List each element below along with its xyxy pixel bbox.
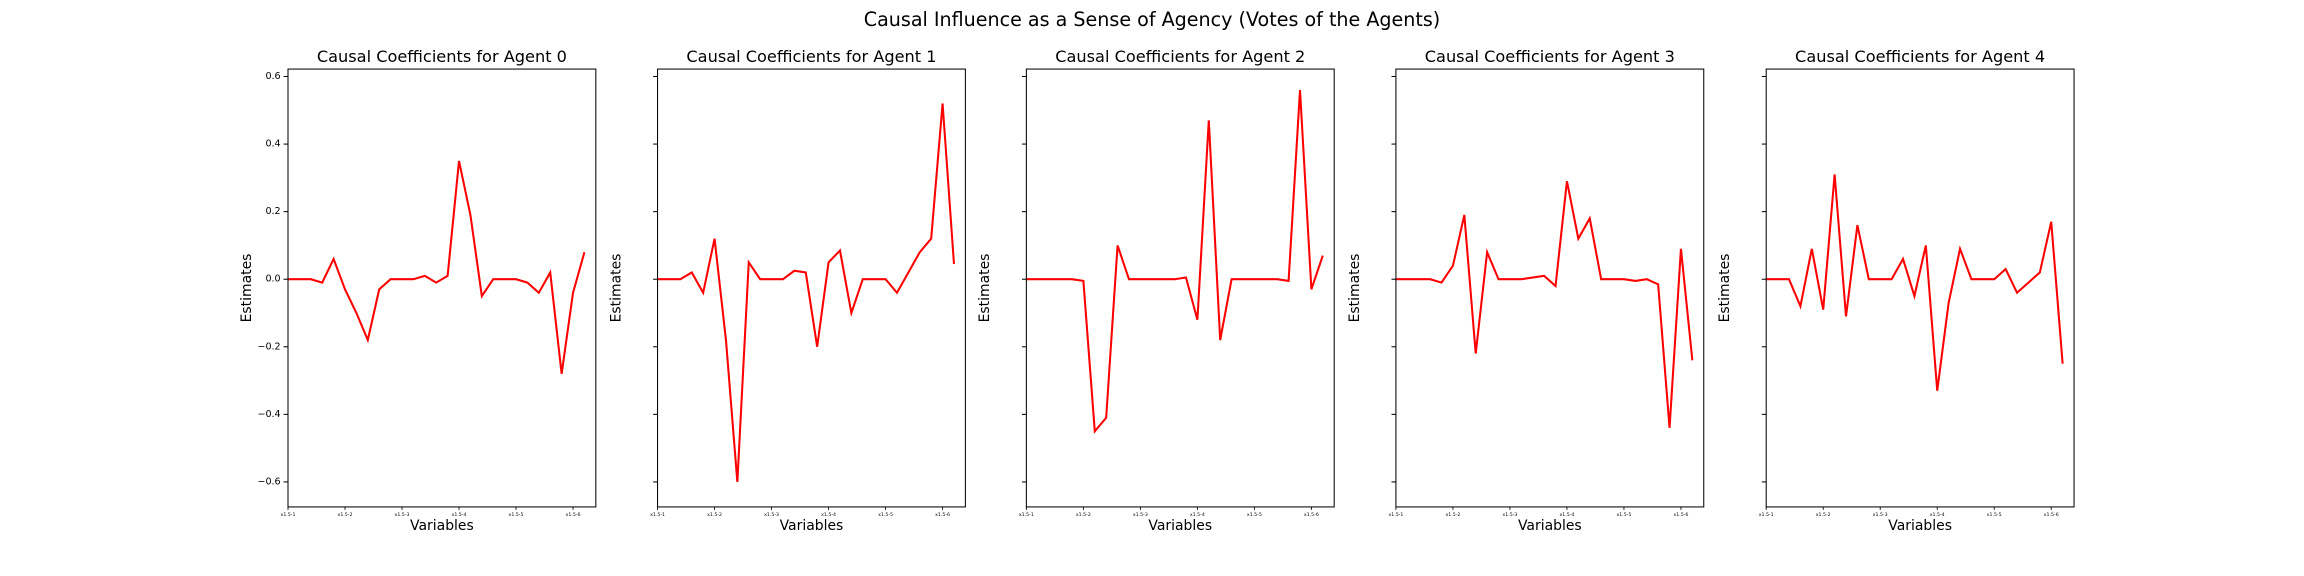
y-tick-label: 0.2 [265,206,280,217]
x-tick-label: x1.5-6 [2044,512,2059,518]
x-tick-label: x1.5-1 [650,512,665,518]
x-tick-label: x1.5-3 [764,512,779,518]
figure-title: Causal Influence as a Sense of Agency (V… [864,8,1441,31]
x-tick-label: x1.5-6 [1673,512,1688,518]
subplot-title: Causal Coefficients for Agent 4 [1795,47,2045,66]
x-tick-label: x1.5-1 [1759,512,1774,518]
x-tick-label: x1.5-4 [1930,512,1945,518]
x-tick-label: x1.5-3 [395,512,410,518]
x-axis-label: Variables [780,518,844,534]
x-tick-label: x1.5-3 [1502,512,1517,518]
axes-frame [1025,68,1335,508]
x-tick-label: x1.5-1 [1388,512,1403,518]
y-tick-label: −0.2 [257,341,280,352]
y-axis-label: Estimates [608,254,624,323]
x-tick-label: x1.5-4 [1190,512,1205,518]
x-tick-label: x1.5-4 [821,512,836,518]
y-axis-label: Estimates [1717,254,1733,323]
axes-frame [1395,68,1705,508]
data-line [657,103,956,483]
y-axis-label: Estimates [1347,254,1363,323]
x-axis-label: Variables [1888,518,1952,534]
y-axis-label: Estimates [239,254,255,323]
x-tick-label: x1.5-5 [1616,512,1631,518]
subplot-title: Causal Coefficients for Agent 0 [317,47,567,66]
x-tick-label: x1.5-6 [935,512,950,518]
x-tick-label: x1.5-6 [566,512,581,518]
x-tick-label: x1.5-2 [707,512,722,518]
x-tick-label: x1.5-1 [1019,512,1034,518]
y-tick-label: −0.6 [257,476,280,487]
x-axis-label: Variables [1518,518,1582,534]
x-tick-label: x1.5-4 [1559,512,1574,518]
x-axis-label: Variables [1148,518,1212,534]
data-line [1395,181,1694,428]
x-tick-label: x1.5-3 [1133,512,1148,518]
y-tick-label: 0.4 [265,139,280,150]
data-line [288,160,586,374]
subplot-title: Causal Coefficients for Agent 2 [1055,47,1305,66]
x-tick-label: x1.5-2 [1076,512,1091,518]
axes-frame [287,68,597,508]
x-tick-label: x1.5-2 [1816,512,1831,518]
x-tick-label: x1.5-4 [452,512,467,518]
y-tick-label: 0.0 [265,274,280,285]
x-tick-label: x1.5-1 [281,512,296,518]
x-tick-label: x1.5-5 [1247,512,1262,518]
subplot-title: Causal Coefficients for Agent 3 [1425,47,1675,66]
subplot-title: Causal Coefficients for Agent 1 [686,47,936,66]
y-tick-label: −0.4 [257,409,280,420]
x-tick-label: x1.5-2 [1445,512,1460,518]
y-axis-label: Estimates [977,254,993,323]
x-tick-label: x1.5-5 [509,512,524,518]
data-line [1766,174,2064,391]
x-tick-label: x1.5-2 [338,512,353,518]
y-tick-label: 0.6 [265,71,280,82]
axes-frame [657,68,966,508]
x-tick-label: x1.5-5 [1987,512,2002,518]
data-line [1026,89,1324,434]
x-tick-label: x1.5-6 [1304,512,1319,518]
x-axis-label: Variables [410,518,474,534]
x-tick-label: x1.5-5 [878,512,893,518]
axes-frame [1765,68,2075,508]
x-tick-label: x1.5-3 [1873,512,1888,518]
